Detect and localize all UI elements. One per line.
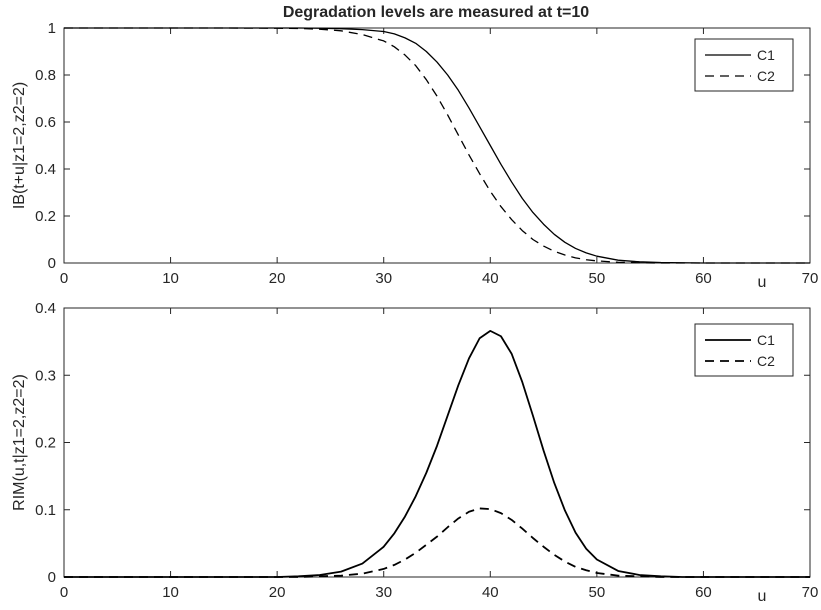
x-tick-label: 40 xyxy=(482,584,499,601)
y-tick-label: 1 xyxy=(48,20,56,37)
x-tick-label: 60 xyxy=(695,270,712,287)
x-tick-label: 50 xyxy=(589,584,606,601)
x-tick-label: 60 xyxy=(695,584,712,601)
plot-area-frame xyxy=(63,27,811,264)
y-tick-label: 0.2 xyxy=(35,435,56,452)
x-tick-label: 70 xyxy=(802,584,819,601)
y-tick-label: 0.4 xyxy=(35,300,56,317)
x-tick-label: 40 xyxy=(482,270,499,287)
series-line-c1 xyxy=(64,329,810,578)
chart-panel-rim: 0 10 20 30 40 50 60 70 0 0.1 0.2 0.3 0.4 u RIM(u,t|z1=… xyxy=(11,300,818,605)
legend-label: C1 xyxy=(757,332,775,348)
y-tick-label: 0.2 xyxy=(35,208,56,225)
x-tick-label: 10 xyxy=(162,584,179,601)
x-axis-label: u xyxy=(758,274,767,291)
series-line-c1 xyxy=(64,27,810,264)
x-axis-label: u xyxy=(758,588,767,605)
legend-label: C2 xyxy=(757,353,775,369)
x-tick-label: 20 xyxy=(269,584,286,601)
series-line-c2 xyxy=(64,27,810,264)
legend-box xyxy=(694,38,794,92)
figure-title: Degradation levels are measured at t=10 xyxy=(283,4,589,21)
legend-box xyxy=(694,323,794,377)
y-tick-label: 0.8 xyxy=(35,67,56,84)
legend-label: C1 xyxy=(757,47,775,63)
series-line-c2 xyxy=(64,507,810,578)
x-tick-label: 30 xyxy=(375,270,392,287)
y-axis-label: IB(t+u|z1=2,z2=2) xyxy=(11,82,28,209)
x-tick-label: 30 xyxy=(375,584,392,601)
y-tick-label: 0 xyxy=(48,255,56,272)
x-tick-label: 50 xyxy=(589,270,606,287)
y-tick-label: 0.4 xyxy=(35,161,56,178)
y-tick-label: 0.3 xyxy=(35,367,56,384)
x-tick-label: 10 xyxy=(162,270,179,287)
y-axis-label: RIM(u,t|z1=2,z2=2) xyxy=(11,374,28,511)
y-tick-label: 0.1 xyxy=(35,502,56,519)
x-tick-label: 0 xyxy=(60,270,68,287)
y-tick-label: 0 xyxy=(48,569,56,586)
legend-label: C2 xyxy=(757,68,775,84)
x-tick-label: 70 xyxy=(802,270,819,287)
x-tick-label: 20 xyxy=(269,270,286,287)
x-tick-label: 0 xyxy=(60,584,68,601)
y-tick-label: 0.6 xyxy=(35,114,56,131)
chart-panel-reliability: 0 10 20 30 40 50 60 70 0 0.2 0.4 0.6 0.8 1 u IB(t+u|z1=… xyxy=(11,20,818,291)
